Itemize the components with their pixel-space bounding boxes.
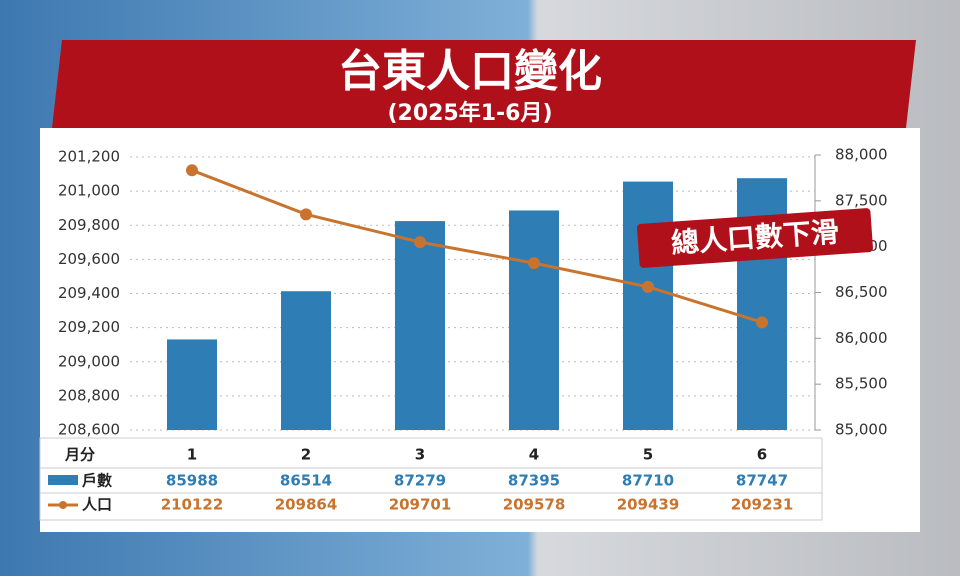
x-tick-label: 1	[187, 446, 197, 464]
y2-tick-label: 85,000	[835, 421, 888, 439]
bar	[509, 210, 559, 430]
table-value: 87710	[622, 472, 674, 490]
table-value: 209864	[275, 496, 338, 514]
y2-tick-label: 86,000	[835, 329, 888, 347]
y-tick-label: 209,200	[58, 318, 120, 336]
point	[300, 208, 312, 221]
y-tick-label: 208,800	[58, 386, 120, 404]
table-value: 209578	[503, 496, 566, 514]
legend-label: 人口	[82, 496, 112, 514]
table-value: 209231	[731, 496, 794, 514]
table-value: 209701	[389, 496, 452, 514]
point	[186, 164, 198, 177]
annotation-box	[637, 208, 873, 268]
legend-label: 戶數	[82, 472, 112, 490]
point	[528, 257, 540, 270]
y2-tick-label: 86,500	[835, 283, 888, 301]
bar	[395, 221, 445, 430]
table-value: 85988	[166, 472, 218, 490]
chart-subtitle: (2025年1-6月)	[387, 100, 552, 126]
point	[414, 236, 426, 249]
y-tick-label: 209,800	[58, 216, 120, 234]
table-value: 210122	[161, 496, 224, 514]
annotation: 總人口數下滑	[637, 208, 873, 268]
x-tick-label: 4	[529, 446, 539, 464]
point	[756, 316, 768, 329]
table-box	[39, 437, 823, 521]
chart-title: 台東人口變化	[338, 46, 602, 97]
table-value: 209439	[617, 496, 680, 514]
y-tick-label: 201,200	[58, 148, 120, 166]
table-value: 87395	[508, 472, 560, 490]
table-value: 86514	[280, 472, 332, 490]
title-banner	[52, 40, 916, 128]
x-tick-label: 5	[643, 446, 653, 464]
legend-dot	[59, 501, 67, 509]
table-value: 87747	[736, 472, 788, 490]
y-tick-label: 208,600	[58, 421, 120, 439]
x-tick-label: 3	[415, 446, 425, 464]
y2-tick-label: 85,500	[835, 375, 888, 393]
y2-tick-label: 88,000	[835, 146, 888, 164]
x-tick-label: 6	[757, 446, 767, 464]
y-tick-label: 201,000	[58, 182, 120, 200]
bar	[281, 291, 331, 430]
point	[642, 280, 654, 293]
legend-swatch	[48, 475, 78, 485]
bar	[167, 339, 217, 430]
table-header: 月分	[64, 446, 95, 464]
x-tick-label: 2	[301, 446, 311, 464]
y-tick-label: 209,000	[58, 352, 120, 370]
bar	[623, 181, 673, 430]
table-value: 87279	[394, 472, 446, 490]
y-tick-label: 209,400	[58, 284, 120, 302]
y2-tick-label: 87,500	[835, 191, 888, 209]
line	[191, 168, 763, 324]
y-tick-label: 209,600	[58, 250, 120, 268]
